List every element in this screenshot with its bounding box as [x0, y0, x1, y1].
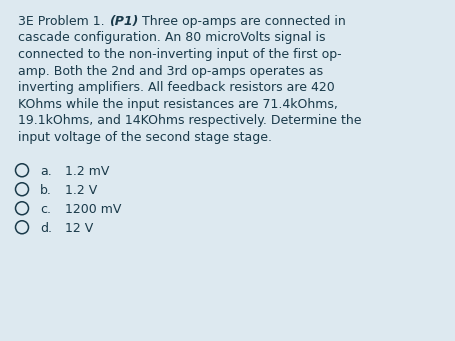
Text: b.: b. [40, 184, 52, 197]
Text: d.: d. [40, 222, 52, 235]
Text: 12 V: 12 V [65, 222, 93, 235]
Text: 1.2 mV: 1.2 mV [65, 165, 109, 178]
Text: input voltage of the second stage stage.: input voltage of the second stage stage. [18, 131, 271, 144]
Text: 3E Problem 1.: 3E Problem 1. [18, 15, 108, 28]
Text: inverting amplifiers. All feedback resistors are 420: inverting amplifiers. All feedback resis… [18, 81, 334, 94]
Text: a.: a. [40, 165, 51, 178]
Text: amp. Both the 2nd and 3rd op-amps operates as: amp. Both the 2nd and 3rd op-amps operat… [18, 64, 323, 77]
Text: (P1): (P1) [108, 15, 138, 28]
Text: c.: c. [40, 203, 51, 216]
Text: 19.1kOhms, and 14KOhms respectively. Determine the: 19.1kOhms, and 14KOhms respectively. Det… [18, 114, 361, 127]
Text: KOhms while the input resistances are 71.4kOhms,: KOhms while the input resistances are 71… [18, 98, 337, 110]
Text: 1.2 V: 1.2 V [65, 184, 97, 197]
Text: cascade configuration. An 80 microVolts signal is: cascade configuration. An 80 microVolts … [18, 31, 325, 44]
Text: Three op-amps are connected in: Three op-amps are connected in [138, 15, 345, 28]
Text: connected to the non-inverting input of the first op-: connected to the non-inverting input of … [18, 48, 341, 61]
Text: 1200 mV: 1200 mV [65, 203, 121, 216]
